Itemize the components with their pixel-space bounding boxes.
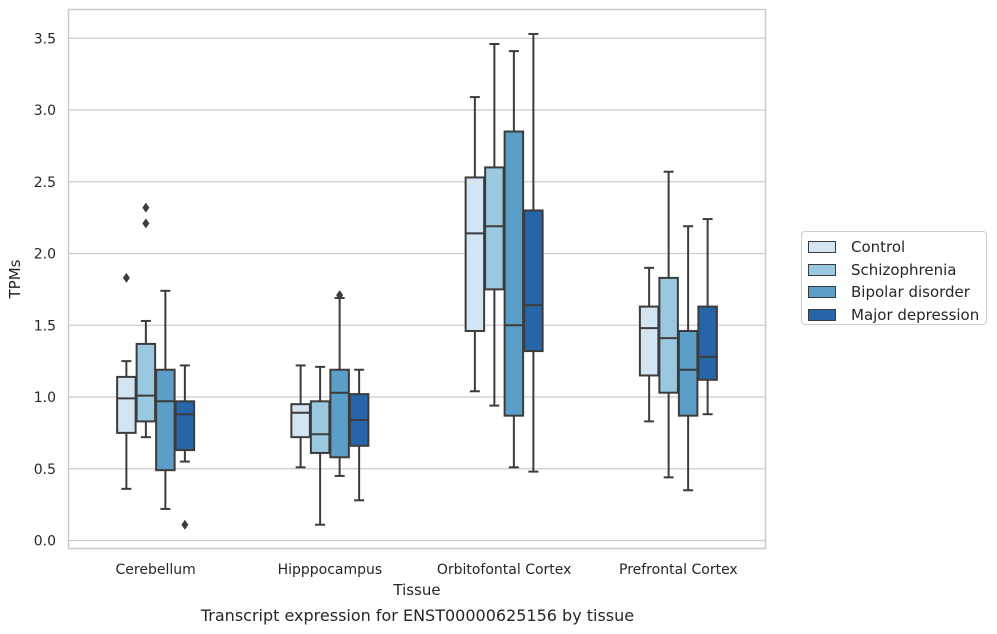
box-body — [135, 342, 157, 423]
box-bipolar-disorder — [155, 289, 176, 510]
y-tick-label: 1.5 — [34, 318, 56, 334]
outlier-point — [142, 202, 150, 213]
box-body — [484, 166, 505, 291]
box-body — [155, 368, 176, 472]
legend: Control Schizophrenia Bipolar disorder Majo… — [801, 231, 987, 325]
box-body — [116, 375, 137, 434]
legend-label: Control — [851, 238, 906, 257]
box-schizophrenia — [484, 42, 505, 407]
figure-caption: Transcript expression for ENST0000062515… — [200, 606, 635, 625]
box-body — [464, 176, 486, 332]
box-control — [464, 96, 486, 393]
outlier-point — [122, 272, 130, 283]
y-tick-label: 0.5 — [34, 462, 56, 478]
outlier-point — [336, 290, 344, 301]
box-control — [116, 272, 137, 490]
box-body — [658, 276, 679, 394]
box-schizophrenia — [135, 202, 157, 439]
box-body — [503, 130, 525, 417]
legend-swatch — [808, 308, 836, 321]
box-body — [638, 305, 660, 377]
box-control — [638, 266, 660, 423]
x-tick-label: Prefrontal Cortex — [619, 562, 738, 578]
y-tick-label: 1.0 — [34, 390, 56, 406]
y-tick-labels: 0.0 0.5 1.0 1.5 2.0 2.5 3.0 3.5 — [34, 31, 56, 549]
y-axis-label: TPMs — [6, 259, 24, 299]
legend-swatch — [808, 286, 836, 299]
box-control — [290, 364, 311, 469]
x-axis-label: Tissue — [392, 581, 440, 599]
box-body — [697, 305, 718, 381]
box-body — [329, 368, 350, 459]
box-body — [523, 209, 544, 353]
box-bipolar-disorder — [329, 290, 350, 477]
box-body — [174, 400, 196, 452]
box-body — [309, 400, 331, 454]
y-tick-label: 3.5 — [34, 31, 56, 47]
box-major-depression — [523, 32, 544, 473]
x-tick-labels: Cerebellum Hipppocampus Orbitofontal Corte… — [116, 562, 738, 578]
box-body — [290, 403, 311, 439]
boxes — [116, 32, 718, 530]
legend-item: Major depression — [808, 304, 986, 327]
x-tick-label: Cerebellum — [116, 562, 196, 578]
box-schizophrenia — [309, 365, 331, 526]
legend-swatch — [808, 263, 836, 276]
box-major-depression — [697, 218, 718, 416]
x-tick-label: Orbitofontal Cortex — [437, 562, 572, 578]
legend-label: Major depression — [851, 305, 980, 324]
y-tick-label: 2.0 — [34, 247, 56, 263]
legend-swatch — [808, 241, 836, 254]
box-major-depression — [348, 368, 370, 502]
legend-item: Schizophrenia — [808, 259, 986, 282]
outlier-point — [142, 218, 150, 229]
box-bipolar-disorder — [677, 225, 699, 492]
box-schizophrenia — [658, 170, 679, 479]
y-tick-label: 0.0 — [34, 534, 56, 550]
outlier-point — [181, 519, 189, 530]
legend-item: Bipolar disorder — [808, 281, 986, 304]
box-major-depression — [174, 364, 196, 530]
legend-item: Control — [808, 236, 986, 259]
x-tick-label: Hipppocampus — [278, 562, 383, 578]
y-tick-label: 2.5 — [34, 175, 56, 191]
legend-label: Schizophrenia — [851, 260, 957, 279]
box-body — [677, 329, 699, 417]
legend-label: Bipolar disorder — [851, 283, 970, 302]
y-tick-label: 3.0 — [34, 103, 56, 119]
box-bipolar-disorder — [503, 50, 525, 469]
plot-frame — [67, 8, 767, 550]
